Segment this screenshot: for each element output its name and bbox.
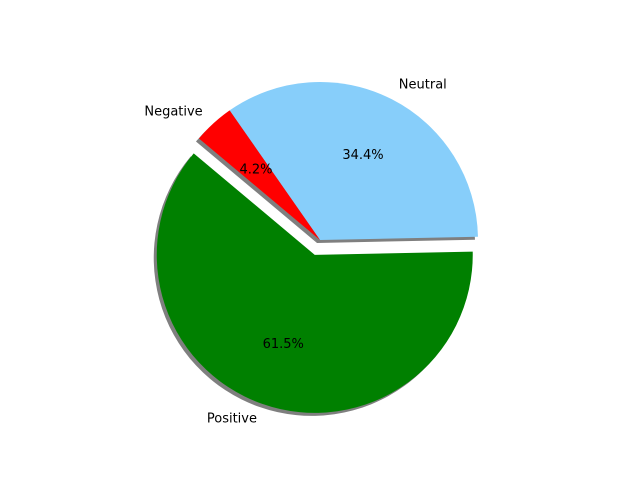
slice-pct-positive: 61.5%	[263, 337, 304, 352]
wedge-neutral	[229, 82, 478, 240]
slice-pct-neutral: 34.4%	[342, 148, 383, 163]
wedge-negative	[198, 110, 320, 240]
slice-pct-negative: 4.2%	[240, 163, 273, 178]
wedge-positive	[156, 153, 473, 413]
slice-label-neutral: Neutral	[399, 78, 447, 93]
pie-labels: Positive 61.5% Neutral 34.4% Negative 4.2%	[144, 78, 446, 427]
slice-label-negative: Negative	[144, 104, 202, 119]
slice-label-positive: Positive	[207, 411, 257, 426]
pie-wedges	[156, 82, 478, 413]
